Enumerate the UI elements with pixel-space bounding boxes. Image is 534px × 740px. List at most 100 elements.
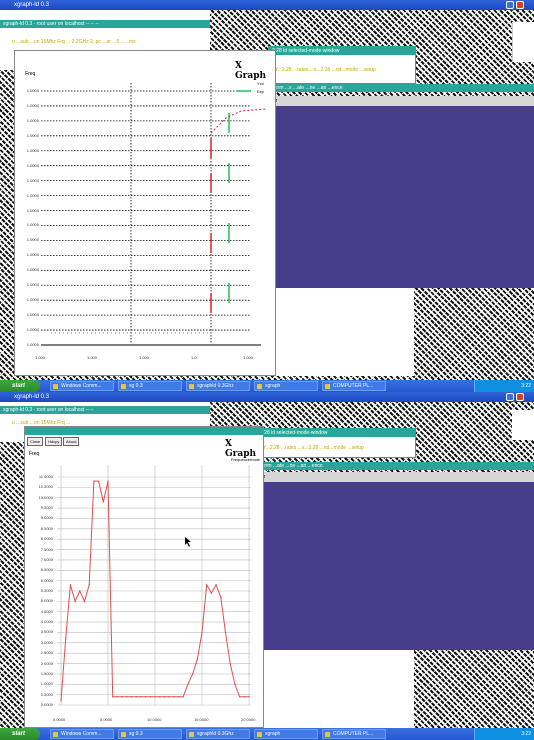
bottom-graph-title: X Graph bbox=[225, 439, 257, 459]
y-tick-label: 4.5000 bbox=[40, 608, 53, 614]
graph-toolbar: Close Hdcpy About bbox=[27, 436, 127, 446]
system-tray: 3:22 bbox=[474, 728, 534, 740]
y-tick-label: 1.0000 bbox=[26, 222, 39, 228]
about-button[interactable]: About bbox=[63, 437, 80, 446]
y-tick-label: 7.0000 bbox=[40, 556, 53, 562]
bottom-xterm-line: u ...sub ...on 15Mhz Frq ... bbox=[12, 420, 71, 426]
top-graph-title: X Graph bbox=[235, 61, 267, 81]
bottom-xterm2-titlebar[interactable]: xterm ...ate ...ne ...an ...ence bbox=[256, 462, 534, 470]
data-point bbox=[191, 673, 194, 675]
data-point bbox=[65, 637, 67, 640]
y-tick-label: 1.0000 bbox=[26, 327, 39, 333]
data-point bbox=[149, 696, 151, 698]
y-tick-label: 10.0000 bbox=[38, 494, 53, 500]
data-point bbox=[159, 696, 161, 698]
x-tick-label: 1.0 bbox=[191, 355, 197, 360]
data-point bbox=[243, 696, 245, 698]
y-tick-label: 1.0000 bbox=[26, 177, 39, 183]
system-tray: 3:22 bbox=[474, 380, 534, 392]
top-graph-ylabel: Freq bbox=[25, 71, 36, 77]
data-point bbox=[144, 696, 147, 698]
y-tick-label: 1.0000 bbox=[26, 102, 39, 108]
data-point bbox=[126, 696, 128, 698]
bottom-mode-titlebar[interactable]: 2.28 ld selected-mode-window bbox=[257, 429, 415, 437]
bottom-legend: Frequencemode bbox=[231, 457, 261, 462]
y-tick-label: 2.5000 bbox=[40, 650, 53, 656]
hdcpy-button[interactable]: Hdcpy bbox=[45, 437, 63, 446]
taskbar-item-label: Windows Comm... bbox=[61, 731, 102, 737]
top-xterm2-titlebar[interactable]: xterm ...x ...ate ...ne ...an ...ence bbox=[268, 84, 534, 92]
close-button[interactable] bbox=[516, 1, 524, 9]
minimize-button[interactable] bbox=[506, 393, 514, 401]
app-icon bbox=[325, 732, 330, 737]
top-right-panel bbox=[512, 22, 534, 62]
taskbar-item[interactable]: COMPUTER PL... bbox=[322, 729, 386, 739]
y-tick-label: 1.0000 bbox=[26, 267, 39, 273]
x-tick-label: 1.000 bbox=[87, 355, 98, 360]
taskbar-item[interactable]: Windows Comm... bbox=[50, 381, 114, 391]
y-tick-label: 3.5000 bbox=[40, 629, 53, 635]
data-point bbox=[196, 658, 198, 661]
app-icon bbox=[325, 384, 330, 389]
data-point bbox=[83, 600, 86, 603]
data-point bbox=[107, 480, 109, 482]
data-point bbox=[69, 584, 72, 586]
top-xterm-line: u ...sub ...on 15Mhz Frq ... 2.2GHz 2, p… bbox=[12, 39, 136, 45]
bottom-graph-titlebar[interactable] bbox=[25, 427, 263, 435]
data-point bbox=[177, 696, 180, 698]
y-tick-label: 1.0000 bbox=[26, 237, 39, 243]
start-button[interactable]: start bbox=[0, 728, 40, 740]
y-tick-label: 0.5000 bbox=[40, 691, 53, 697]
x-tick-label: 5.0000 bbox=[100, 717, 113, 722]
taskbar-item-label: xg 0.3 bbox=[129, 383, 143, 389]
data-point bbox=[163, 696, 166, 698]
taskbar-item-label: xgraph bbox=[265, 731, 281, 737]
x-tick-label: 1.000 bbox=[243, 355, 254, 360]
app-icon bbox=[257, 384, 262, 389]
taskbar-item[interactable]: xg 0.3 bbox=[118, 729, 182, 739]
top-window-titlebar[interactable]: xgraph-ld 0.3 bbox=[0, 0, 534, 10]
close-button[interactable]: Close bbox=[27, 437, 44, 446]
bottom-xterm-titlebar[interactable]: xgraph-ld 0.3 - root user on localhost -… bbox=[0, 406, 210, 414]
data-point bbox=[88, 584, 90, 586]
app-icon bbox=[257, 732, 262, 737]
y-tick-label: 1.0000 bbox=[26, 132, 39, 138]
mouse-cursor-icon bbox=[185, 537, 191, 547]
taskbar-item[interactable]: xgraphld 0.3Ghz bbox=[186, 381, 250, 391]
top-white-area bbox=[274, 288, 414, 376]
taskbar-item[interactable]: COMPUTER PL... bbox=[322, 381, 386, 391]
y-tick-label: 7.5000 bbox=[40, 546, 53, 552]
minimize-button[interactable] bbox=[506, 1, 514, 9]
top-mode-titlebar[interactable]: 2.28 ld selected-mode-window bbox=[269, 47, 415, 55]
close-button[interactable] bbox=[516, 393, 524, 401]
y-tick-label: 1.0000 bbox=[26, 117, 39, 123]
taskbar-item[interactable]: xgraphld 0.3Ghz bbox=[186, 729, 250, 739]
bottom-mode-line: Y...2.28 ...rates ...s...2.28 ...nd...mo… bbox=[263, 445, 364, 451]
taskbar-item[interactable]: xg 0.3 bbox=[118, 381, 182, 391]
app-icon bbox=[121, 732, 126, 737]
bottom-right-panel bbox=[512, 410, 534, 440]
top-xterm-titlebar[interactable]: xgraph-ld 0.3 - root user on localhost -… bbox=[0, 20, 210, 28]
data-point bbox=[168, 696, 170, 698]
x-tick-label: 10.0000 bbox=[147, 717, 162, 722]
data-point bbox=[102, 501, 104, 503]
data-point bbox=[130, 696, 133, 698]
bottom-window-titlebar[interactable]: xgraph-ld 0.3 bbox=[0, 392, 534, 402]
top-legend-1: Yco bbox=[257, 81, 264, 86]
y-tick-label: 1.5000 bbox=[40, 670, 53, 676]
y-tick-label: 1.0000 bbox=[26, 312, 39, 318]
app-icon bbox=[189, 384, 194, 389]
taskbar-item[interactable]: xgraph bbox=[254, 381, 318, 391]
taskbar-item[interactable]: Windows Comm... bbox=[50, 729, 114, 739]
data-point bbox=[93, 480, 95, 482]
taskbar-item-label: COMPUTER PL... bbox=[333, 383, 374, 389]
y-tick-label: 6.0000 bbox=[40, 577, 53, 583]
bottom-desktop: xgraph-ld 0.3 xgraph-ld 0.3 - root user … bbox=[0, 392, 534, 728]
data-point bbox=[60, 700, 62, 702]
data-point bbox=[182, 696, 184, 698]
data-point bbox=[234, 683, 236, 685]
y-tick-label: 10.5000 bbox=[38, 484, 53, 490]
start-button[interactable]: start bbox=[0, 380, 40, 392]
taskbar-item[interactable]: xgraph bbox=[254, 729, 318, 739]
taskbar-item-label: xgraphld 0.3Ghz bbox=[197, 383, 234, 389]
